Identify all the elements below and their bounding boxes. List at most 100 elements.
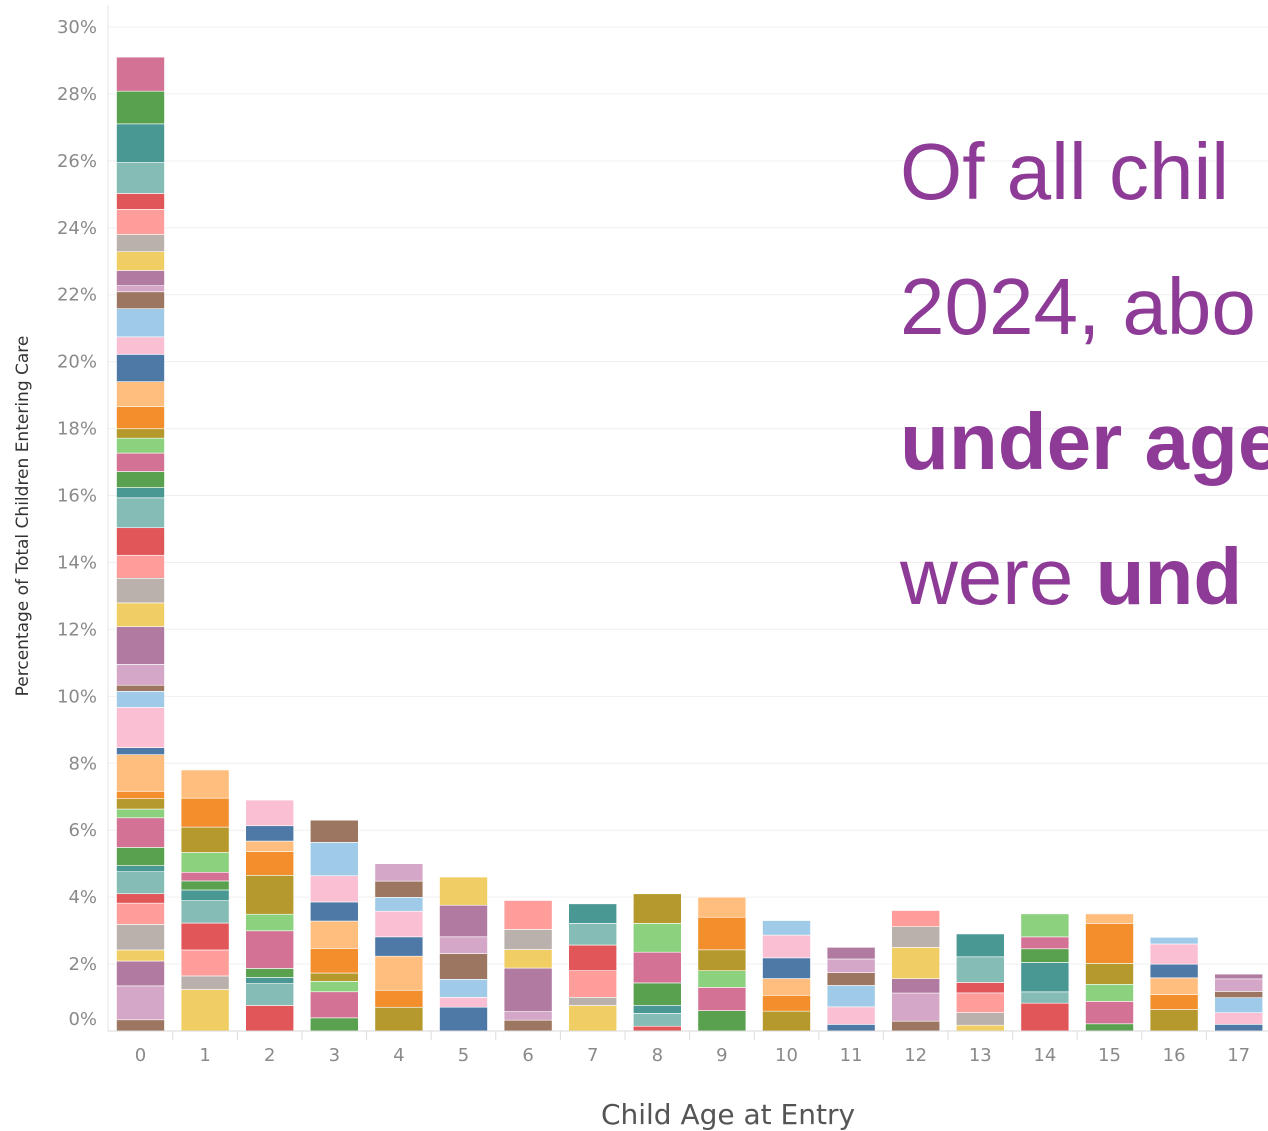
bar-segment xyxy=(439,1006,488,1032)
y-tick-label: 18% xyxy=(57,419,97,440)
bar-segment xyxy=(245,1005,294,1032)
bar-segment xyxy=(116,428,165,439)
bar-segment xyxy=(116,406,165,430)
bar-segment xyxy=(116,664,165,686)
x-tick-label: 15 xyxy=(1098,1045,1121,1066)
x-axis-ticks: 0 1 2 3 4 5 6 7 8 9 10 11 12 13 14 15 16 17 xyxy=(135,1031,1250,1066)
bar-segment xyxy=(762,920,811,936)
bar-segment xyxy=(245,840,294,852)
bar-segment xyxy=(116,1019,165,1032)
y-tick-label: 20% xyxy=(57,352,97,373)
bar-segment xyxy=(1149,994,1199,1010)
bar-segment xyxy=(1085,923,1134,964)
x-tick-label: 11 xyxy=(840,1045,863,1066)
bar-segment xyxy=(116,790,165,799)
bar-age-5 xyxy=(439,876,488,1032)
bar-segment xyxy=(697,1010,747,1032)
x-tick-label: 14 xyxy=(1033,1045,1056,1066)
bar-segment xyxy=(374,897,424,912)
bar-segment xyxy=(180,826,230,853)
bar-segment xyxy=(1214,978,1263,992)
bar-segment xyxy=(503,1011,553,1021)
y-tick-label: 10% xyxy=(57,686,97,707)
bar-segment xyxy=(697,987,747,1011)
bar-segment xyxy=(568,944,618,971)
headline-line-4-bold: und xyxy=(1095,532,1243,621)
bar-segment xyxy=(1149,977,1199,995)
bar-segment xyxy=(762,1010,811,1032)
bar-segment xyxy=(116,251,165,271)
bar-segment xyxy=(1214,973,1263,980)
bar-segment xyxy=(309,972,359,982)
y-tick-label: 0% xyxy=(68,1009,97,1030)
y-tick-label: 6% xyxy=(68,820,97,841)
bar-segment xyxy=(503,1019,553,1032)
bar-segment xyxy=(374,880,424,898)
bar-segment xyxy=(116,602,165,627)
bar-segment xyxy=(245,799,294,827)
bar-segment xyxy=(568,1005,618,1032)
bar-segment xyxy=(309,901,359,922)
bar-segment xyxy=(568,996,618,1006)
bar-segment xyxy=(309,991,359,1019)
bar-segment xyxy=(374,936,424,957)
bar-segment xyxy=(309,920,359,949)
bar-segment xyxy=(116,924,165,951)
bar-age-6 xyxy=(503,900,553,1032)
bar-age-16 xyxy=(1149,936,1199,1032)
bar-segment xyxy=(955,956,1005,983)
headline-overlay: Of all chil 2024, abo under age were und xyxy=(900,104,1268,644)
bar-segment xyxy=(116,336,165,355)
x-tick-label: 7 xyxy=(587,1045,598,1066)
bar-segment xyxy=(1085,963,1134,985)
bar-segment xyxy=(309,948,359,974)
bar-segment xyxy=(1085,1001,1134,1025)
bar-age-3 xyxy=(309,819,359,1032)
bar-segment xyxy=(116,960,165,987)
bar-segment xyxy=(374,863,424,882)
bar-segment xyxy=(1149,936,1199,945)
bar-segment xyxy=(1149,963,1199,979)
y-tick-label: 12% xyxy=(57,619,97,640)
bar-segment xyxy=(116,381,165,407)
bar-segment xyxy=(891,910,941,927)
bar-segment xyxy=(116,90,165,125)
bar-segment xyxy=(374,910,424,938)
bar-age-12 xyxy=(891,910,941,1032)
x-tick-label: 5 xyxy=(458,1045,469,1066)
x-tick-label: 1 xyxy=(199,1045,210,1066)
bar-segment xyxy=(955,933,1005,958)
y-tick-label: 22% xyxy=(57,285,97,306)
bar-segment xyxy=(180,922,230,951)
bar-segment xyxy=(503,967,553,1012)
bar-segment xyxy=(632,1013,682,1027)
bar-segment xyxy=(762,934,811,959)
x-axis-label: Child Age at Entry xyxy=(601,1098,855,1131)
bar-segment xyxy=(503,949,553,969)
bar-segment xyxy=(180,797,230,828)
y-tick-label: 24% xyxy=(57,218,97,239)
bar-segment xyxy=(762,978,811,996)
bar-segment xyxy=(1214,991,1263,999)
headline-line-2: 2024, abo xyxy=(900,262,1256,351)
bar-segment xyxy=(568,903,618,924)
bar-segment xyxy=(180,975,230,990)
bar-segment xyxy=(116,808,165,819)
bar-segment xyxy=(116,291,165,309)
bar-segment xyxy=(116,577,165,604)
bar-segment xyxy=(180,871,230,882)
bar-segment xyxy=(116,123,165,163)
bar-segment xyxy=(1085,913,1134,924)
bar-segment xyxy=(1085,1023,1134,1032)
bar-segment xyxy=(439,953,488,980)
bar-segment xyxy=(245,977,294,984)
bar-segment xyxy=(309,981,359,993)
bar-age-1 xyxy=(180,769,230,1032)
bar-segment xyxy=(374,989,424,1008)
bar-segment xyxy=(632,893,682,924)
y-tick-label: 8% xyxy=(68,753,97,774)
x-tick-label: 2 xyxy=(264,1045,275,1066)
headline-line-4-plain: were xyxy=(900,532,1096,621)
bar-segment xyxy=(439,936,488,954)
